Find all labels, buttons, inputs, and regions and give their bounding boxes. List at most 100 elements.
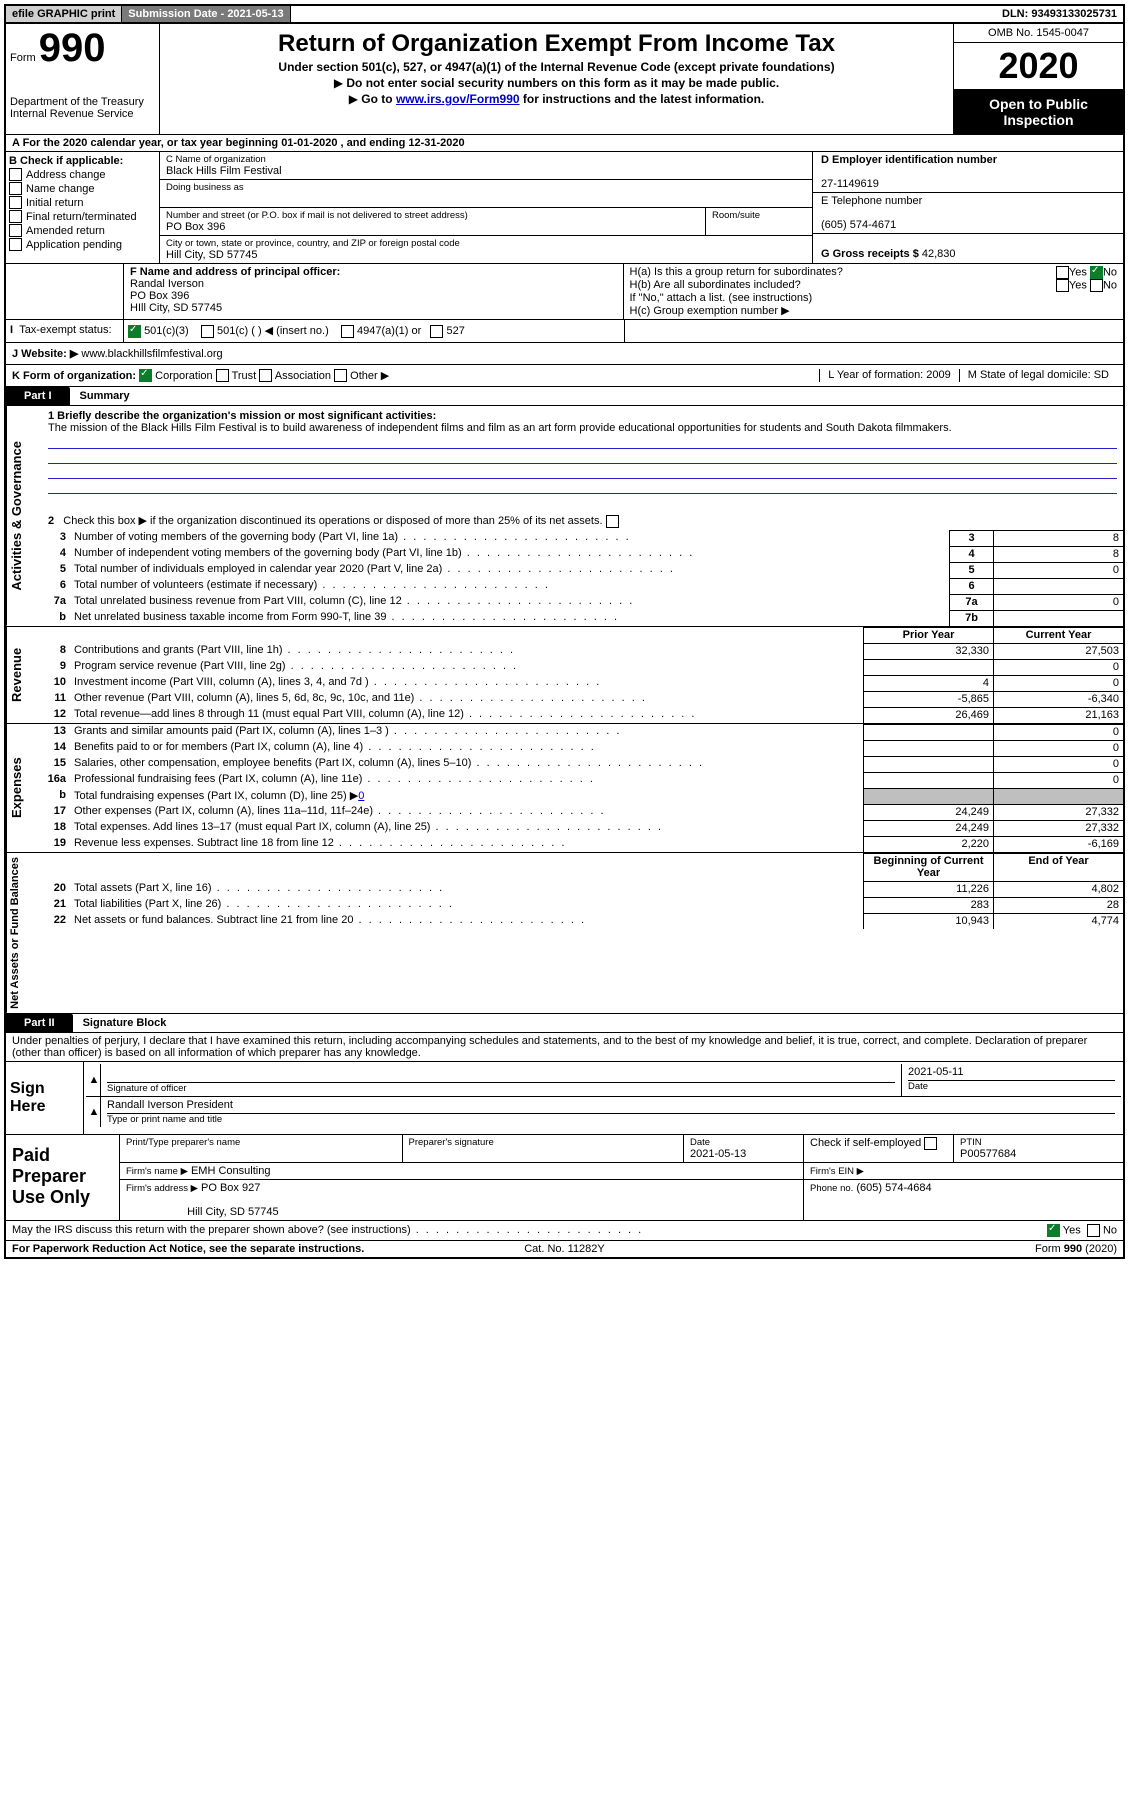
row-f-h: F Name and address of principal officer:… (6, 264, 1123, 320)
line-3: 3 Number of voting members of the govern… (42, 530, 1123, 546)
discuss-no[interactable] (1087, 1224, 1100, 1237)
revenue-section: Revenue Prior Year Current Year 8 Contri… (6, 627, 1123, 724)
cb-name-change[interactable]: Name change (9, 182, 156, 195)
hb-no[interactable] (1090, 279, 1103, 292)
dept-line2: Internal Revenue Service (10, 108, 134, 120)
part-ii-tab: Part II (6, 1014, 73, 1032)
efile-print-button[interactable]: efile GRAPHIC print (6, 6, 122, 22)
line-14: 14 Benefits paid to or for members (Part… (42, 740, 1123, 756)
line-6: 6 Total number of volunteers (estimate i… (42, 578, 1123, 594)
room-label: Room/suite (712, 210, 806, 221)
officer-addr: PO Box 396 (130, 290, 189, 302)
org-name-label: C Name of organization (166, 154, 806, 165)
l-year-formation: L Year of formation: 2009 (819, 369, 959, 383)
boy-header: Beginning of Current Year (863, 853, 993, 881)
line16b-text: Total fundraising expenses (Part IX, col… (74, 790, 358, 802)
perjury-statement: Under penalties of perjury, I declare th… (6, 1033, 1123, 1062)
row-a-tax-year: A For the 2020 calendar year, or tax yea… (6, 135, 1123, 152)
dln-label: DLN: 93493133025731 (996, 6, 1123, 22)
line-20: 20 Total assets (Part X, line 16) 11,226… (42, 881, 1123, 897)
col-c-org: C Name of organization Black Hills Film … (160, 152, 813, 263)
firm-phone-label: Phone no. (810, 1183, 853, 1194)
org-name: Black Hills Film Festival (166, 165, 806, 177)
sig-officer-row: ▲ Signature of officer 2021-05-11 Date (86, 1064, 1121, 1097)
part-ii-title: Signature Block (73, 1014, 177, 1032)
sig-arrow-icon: ▲ (86, 1064, 100, 1096)
row-j-website: J Website: ▶ www.blackhillsfilmfestival.… (6, 343, 1123, 365)
cb-final-return[interactable]: Final return/terminated (9, 210, 156, 223)
dba-label: Doing business as (166, 182, 806, 193)
ha-no[interactable] (1090, 266, 1103, 279)
city-block: City or town, state or province, country… (160, 236, 812, 263)
row-k-formorg: K Form of organization: Corporation Trus… (6, 365, 1123, 388)
submission-date: Submission Date - 2021-05-13 (122, 6, 290, 22)
phone-block: E Telephone number (605) 574-4671 (813, 193, 1123, 234)
line-16b: b Total fundraising expenses (Part IX, c… (42, 788, 1123, 804)
goto-pre: Go to (361, 92, 396, 106)
line-21: 21 Total liabilities (Part X, line 26) 2… (42, 897, 1123, 913)
form-id-block: Form 990 Department of the Treasury Inte… (6, 24, 160, 134)
cb-527[interactable] (430, 325, 443, 338)
line-13: 13 Grants and similar amounts paid (Part… (42, 724, 1123, 740)
prep-row-1: Print/Type preparer's name Preparer's si… (120, 1135, 1123, 1163)
cb-discontinued[interactable] (606, 515, 619, 528)
b-header: B Check if applicable: (9, 155, 123, 167)
cb-application-pending[interactable]: Application pending (9, 238, 156, 251)
j-label: J Website: ▶ (12, 348, 78, 360)
hb-yes[interactable] (1056, 279, 1069, 292)
form-header: Form 990 Department of the Treasury Inte… (6, 24, 1123, 135)
form-subtitle: Under section 501(c), 527, or 4947(a)(1)… (176, 60, 937, 74)
ha-label: H(a) Is this a group return for subordin… (630, 266, 1056, 279)
gross-receipts: G Gross receipts $ 42,830 (813, 234, 1123, 262)
i-options: 501(c)(3) 501(c) ( ) ◀ (insert no.) 4947… (124, 320, 624, 342)
omb-number: OMB No. 1545-0047 (954, 24, 1123, 43)
cb-corporation[interactable] (139, 369, 152, 382)
cb-other[interactable] (334, 369, 347, 382)
city-label: City or town, state or province, country… (166, 238, 806, 249)
prep-date: 2021-05-13 (690, 1148, 797, 1160)
cb-self-employed[interactable]: Check if self-employed (810, 1137, 937, 1149)
org-name-block: C Name of organization Black Hills Film … (160, 152, 812, 180)
addr-value: PO Box 396 (166, 221, 699, 233)
gross-value: 42,830 (922, 248, 956, 260)
cb-trust[interactable] (216, 369, 229, 382)
cb-4947[interactable] (341, 325, 354, 338)
form-title: Return of Organization Exempt From Incom… (176, 30, 937, 58)
mission-label: 1 Briefly describe the organization's mi… (48, 410, 436, 422)
prep-sig-label: Preparer's signature (409, 1137, 678, 1148)
header-right: OMB No. 1545-0047 2020 Open to PublicIns… (953, 24, 1123, 134)
ptin-value: P00577684 (960, 1148, 1117, 1160)
cb-501c[interactable] (201, 325, 214, 338)
sig-officer-label: Signature of officer (107, 1083, 895, 1094)
firm-addr-label: Firm's address ▶ (126, 1183, 198, 1194)
ha-yes[interactable] (1056, 266, 1069, 279)
cb-501c3[interactable] (128, 325, 141, 338)
line16b-val: 0 (358, 790, 364, 802)
page-footer: For Paperwork Reduction Act Notice, see … (6, 1241, 1123, 1257)
prep-row-firm: Firm's name ▶ EMH Consulting Firm's EIN … (120, 1163, 1123, 1180)
officer-name: Randal Iverson (130, 278, 204, 290)
firm-name: EMH Consulting (191, 1165, 270, 1177)
hc-label: H(c) Group exemption number ▶ (630, 304, 1118, 317)
website-value[interactable]: www.blackhillsfilmfestival.org (81, 348, 222, 360)
prep-name-label: Print/Type preparer's name (126, 1137, 396, 1148)
open-to-public: Open to PublicInspection (954, 90, 1123, 134)
cb-address-change[interactable]: Address change (9, 168, 156, 181)
line-18: 18 Total expenses. Add lines 13–17 (must… (42, 820, 1123, 836)
cb-amended-return[interactable]: Amended return (9, 224, 156, 237)
cb-initial-return[interactable]: Initial return (9, 196, 156, 209)
form-title-block: Return of Organization Exempt From Incom… (160, 24, 953, 134)
prep-row-addr: Firm's address ▶ PO Box 927 Hill City, S… (120, 1180, 1123, 1220)
pra-notice: For Paperwork Reduction Act Notice, see … (12, 1243, 380, 1255)
goto-instructions: Go to www.irs.gov/Form990 for instructio… (176, 92, 937, 106)
dept-treasury: Department of the Treasury Internal Reve… (10, 96, 155, 120)
hb-note: If "No," attach a list. (see instruction… (630, 292, 1118, 304)
line-7a: 7a Total unrelated business revenue from… (42, 594, 1123, 610)
discuss-yes[interactable] (1047, 1224, 1060, 1237)
line-10: 10 Investment income (Part VIII, column … (42, 675, 1123, 691)
m-state-domicile: M State of legal domicile: SD (959, 369, 1117, 383)
firm-city: Hill City, SD 57745 (187, 1206, 279, 1218)
irs-link[interactable]: www.irs.gov/Form990 (396, 92, 520, 106)
officer-type-label: Type or print name and title (107, 1114, 1115, 1125)
cb-association[interactable] (259, 369, 272, 382)
